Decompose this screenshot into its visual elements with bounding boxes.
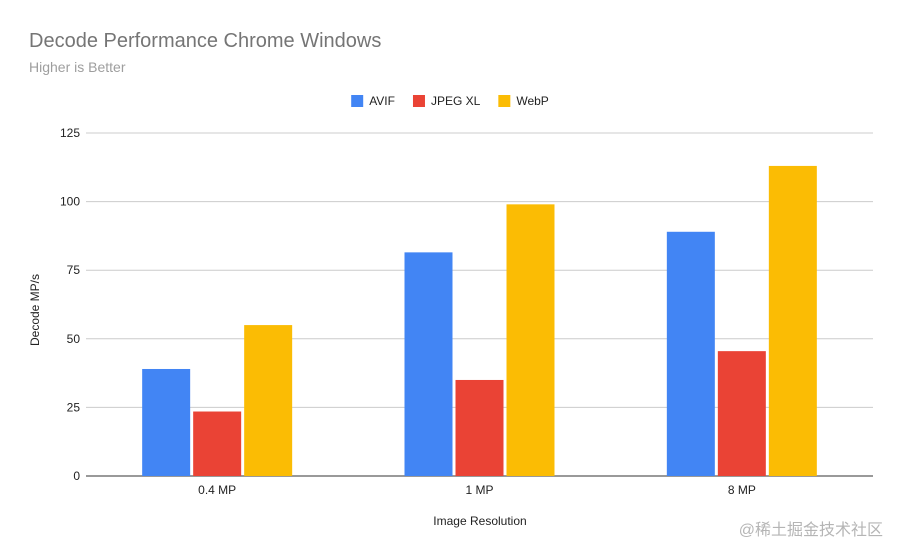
bar-jpeg-xl-0-4-mp [193,411,242,476]
x-axis-label: Image Resolution [433,514,526,528]
bar-jpeg-xl-1-mp [455,379,504,476]
y-tick-label-75: 75 [67,263,81,277]
legend-swatch [412,95,425,107]
bar-webp-1-mp [506,204,555,476]
bar-avif-0-4-mp [142,368,191,476]
y-tick-label-125: 125 [60,126,80,140]
legend: AVIF JPEG XL WebP [351,94,549,108]
legend-item-avif: AVIF [351,94,395,108]
x-tick-label: 1 MP [465,483,493,497]
bars [142,165,817,477]
y-tick-label-100: 100 [60,195,80,209]
legend-label: JPEG XL [431,94,481,108]
legend-item-webp: WebP [498,94,549,108]
bar-avif-1-mp [404,252,453,476]
y-axis-label: Decode MP/s [28,274,42,346]
x-tick-label: 8 MP [728,483,756,497]
legend-label: AVIF [369,94,395,108]
legend-swatch [351,95,364,107]
x-tick-label: 0.4 MP [198,483,236,497]
chart-subtitle: Higher is Better [29,59,126,75]
x-axis-ticks: 0.4 MP 1 MP 8 MP [198,483,756,497]
y-tick-label-50: 50 [67,332,81,346]
watermark: @稀土掘金技术社区 [739,521,883,539]
y-axis-ticks: 0 25 50 75 100 125 [60,126,80,483]
bar-jpeg-xl-8-mp [717,351,766,476]
bar-webp-8-mp [768,165,817,477]
y-tick-label-25: 25 [67,400,81,414]
chart-title: Decode Performance Chrome Windows [29,30,381,52]
bar-webp-0-4-mp [244,325,293,476]
legend-label: WebP [516,94,548,108]
y-tick-label-0: 0 [73,469,80,483]
bar-avif-8-mp [666,231,715,476]
legend-swatch [498,95,511,107]
legend-item-jpeg-xl: JPEG XL [412,94,481,108]
